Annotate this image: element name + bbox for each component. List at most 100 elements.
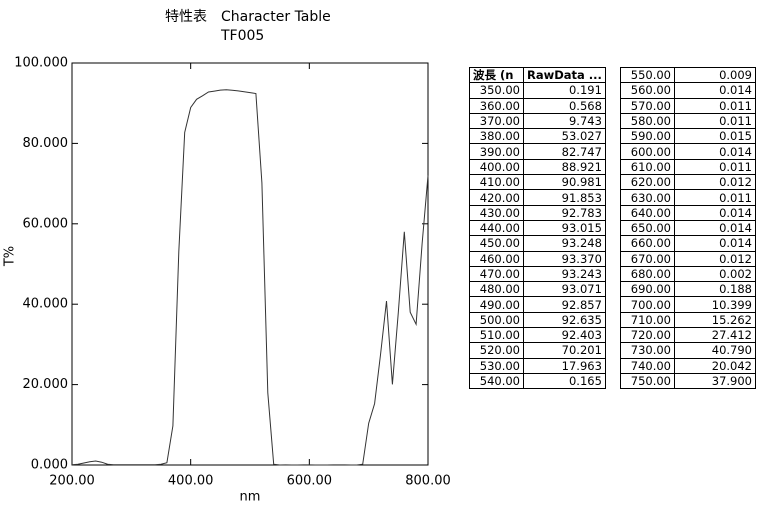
table-cell: 600.00 <box>620 143 675 160</box>
y-tick-label: 20.000 <box>23 377 69 392</box>
table-cell: 0.191 <box>523 82 606 99</box>
table-row: 490.00 92.857 <box>469 296 606 313</box>
table-cell: 92.635 <box>523 311 606 329</box>
table-cell: 690.00 <box>620 281 675 298</box>
table-cell: 400.00 <box>469 158 524 176</box>
table-cell: 480.00 <box>469 281 524 298</box>
table-cell: 20.042 <box>674 357 756 374</box>
table-row: 700.00 10.399 <box>620 296 756 313</box>
table-row: 470.00 93.243 <box>469 265 606 283</box>
table-row: 380.00 53.027 <box>469 128 606 145</box>
table-row: 710.00 15.262 <box>620 311 756 329</box>
table-row: 610.00 0.011 <box>620 158 756 176</box>
table-cell: 660.00 <box>620 235 675 252</box>
table-cell: 0.015 <box>674 128 756 145</box>
y-axis-label: T% <box>3 246 18 267</box>
table-row: 510.00 92.403 <box>469 327 606 344</box>
table-cell: 590.00 <box>620 128 675 145</box>
table-row: 640.00 0.014 <box>620 204 756 221</box>
table-row: 430.00 92.783 <box>469 204 606 221</box>
table-cell: 380.00 <box>469 128 524 145</box>
table-cell: 0.188 <box>674 281 756 298</box>
table-cell: 570.00 <box>620 97 675 114</box>
table-cell: 430.00 <box>469 204 524 221</box>
table-cell: 440.00 <box>469 219 524 237</box>
x-tick-label: 600.00 <box>287 474 333 489</box>
x-tick-label: 200.00 <box>49 474 95 489</box>
table-row: 580.00 0.011 <box>620 112 756 130</box>
table-cell: 0.568 <box>523 97 606 114</box>
table-cell: 0.014 <box>674 219 756 237</box>
table-cell: 92.783 <box>523 204 606 221</box>
table-cell: 410.00 <box>469 174 524 191</box>
table-cell: 0.014 <box>674 82 756 99</box>
table-row: 450.00 93.248 <box>469 235 606 252</box>
table-row: 500.00 92.635 <box>469 311 606 329</box>
table-row: 350.00 0.191 <box>469 82 606 99</box>
table-cell: 490.00 <box>469 296 524 313</box>
table-cell: 53.027 <box>523 128 606 145</box>
table-cell: 10.399 <box>674 296 756 313</box>
table-row: 590.00 0.015 <box>620 128 756 145</box>
table-row: 660.00 0.014 <box>620 235 756 252</box>
chart-title: 特性表 Character Table <box>165 9 331 25</box>
header-cell: 波長 (n <box>469 66 524 84</box>
table-row: 370.00 9.743 <box>469 112 606 130</box>
table-cell: 0.011 <box>674 158 756 176</box>
table-cell: 91.853 <box>523 189 606 206</box>
table-row: 570.00 0.011 <box>620 97 756 114</box>
x-tick-label: 400.00 <box>168 474 214 489</box>
table-row: 540.00 0.165 <box>469 372 606 390</box>
table-row: 410.00 90.981 <box>469 174 606 191</box>
table-row: 630.00 0.011 <box>620 189 756 206</box>
table-cell: 700.00 <box>620 296 675 313</box>
table-row: 400.00 88.921 <box>469 158 606 176</box>
table-cell: 93.243 <box>523 265 606 283</box>
table-cell: 500.00 <box>469 311 524 329</box>
table-cell: 460.00 <box>469 250 524 267</box>
x-tick-label: 800.00 <box>405 474 451 489</box>
table-cell: 93.071 <box>523 281 606 298</box>
table-row: 720.00 27.412 <box>620 327 756 344</box>
table-row: 600.00 0.014 <box>620 143 756 160</box>
table-cell: 37.900 <box>674 372 756 390</box>
table-row: 440.00 93.015 <box>469 219 606 237</box>
table-right: 550.00 0.009 560.00 0.014 570.00 0.011 580.00 0… <box>620 66 756 390</box>
table-cell: 520.00 <box>469 342 524 359</box>
table-cell: 640.00 <box>620 204 675 221</box>
table-row: 730.00 40.790 <box>620 342 756 359</box>
table-row: 480.00 93.071 <box>469 281 606 298</box>
table-cell: 730.00 <box>620 342 675 359</box>
table-cell: 0.012 <box>674 174 756 191</box>
table-cell: 450.00 <box>469 235 524 252</box>
table-cell: 610.00 <box>620 158 675 176</box>
table-cell: 70.201 <box>523 342 606 359</box>
table-cell: 0.002 <box>674 265 756 283</box>
table-cell: 680.00 <box>620 265 675 283</box>
chart-subtitle: TF005 <box>220 28 264 44</box>
table-row: 390.00 82.747 <box>469 143 606 160</box>
table-cell: 540.00 <box>469 372 524 390</box>
plot-frame <box>71 62 429 466</box>
table-left: 波長 (n RawData ... 350.00 0.191 360.00 0.568 37… <box>469 66 606 390</box>
table-cell: 0.012 <box>674 250 756 267</box>
table-row: 波長 (n RawData ... <box>469 66 606 84</box>
table-cell: 350.00 <box>469 82 524 99</box>
table-cell: 580.00 <box>620 112 675 130</box>
table-cell: 560.00 <box>620 82 675 99</box>
table-cell: 17.963 <box>523 357 606 374</box>
table-cell: 360.00 <box>469 97 524 114</box>
table-cell: 27.412 <box>674 327 756 344</box>
table-cell: 88.921 <box>523 158 606 176</box>
header-cell: RawData ... <box>523 66 606 84</box>
table-cell: 530.00 <box>469 357 524 374</box>
table-cell: 630.00 <box>620 189 675 206</box>
table-row: 750.00 37.900 <box>620 372 756 390</box>
table-cell: 82.747 <box>523 143 606 160</box>
table-cell: 92.857 <box>523 296 606 313</box>
y-tick-label: 80.000 <box>23 136 69 151</box>
y-tick-label: 40.000 <box>23 297 69 312</box>
table-cell: 0.014 <box>674 143 756 160</box>
